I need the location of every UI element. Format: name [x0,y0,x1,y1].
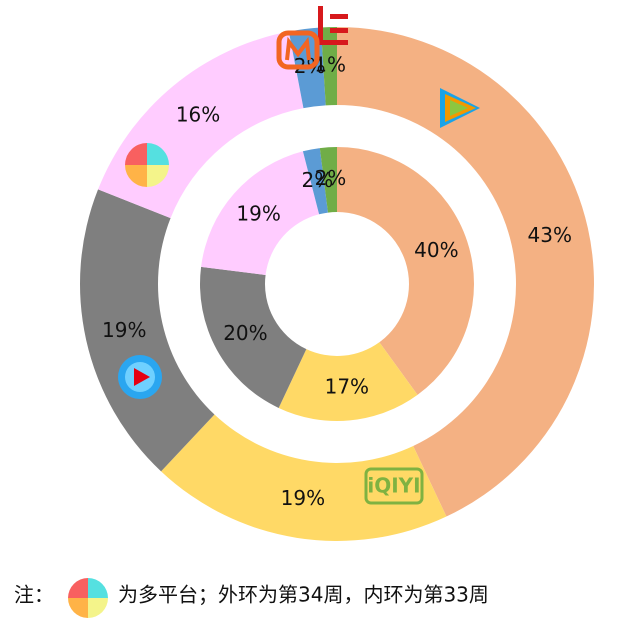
donut-slice [337,147,475,395]
labels: 43%19%19%16%2%1%40%17%20%19%2%2% [102,53,572,510]
logo-text: iQIYI [367,474,420,498]
note-icon [68,578,108,618]
rings [79,27,595,542]
iqiyi-logo: iQIYI [364,467,424,505]
data-label: 40% [414,238,458,262]
donut-slice [320,27,337,106]
data-label: 20% [223,321,267,345]
data-label: 19% [102,318,146,342]
youku-logo [118,355,162,399]
data-label: 2% [315,166,347,190]
note-text: 为多平台；外环为第34周，内环为第33周 [118,583,489,607]
data-label: 16% [176,103,220,127]
donut-slice [79,189,215,472]
tencent-video-logo [440,88,480,128]
data-label: 1% [314,53,346,77]
donut-slice [201,151,320,275]
donut-slice [200,266,307,408]
donut-slice [337,27,595,517]
data-label: 19% [236,201,280,225]
data-label: 43% [528,223,572,247]
data-label: 19% [281,486,325,510]
mango-logo [276,30,320,70]
letv-logo [318,6,348,45]
donut-slice [161,414,447,542]
donut-slice [319,147,337,213]
data-label: 2% [302,168,334,192]
donut-slice [302,148,328,215]
data-label: 17% [325,375,369,399]
donut-slice [278,342,418,421]
multi-platform-icon [125,143,169,187]
note-prefix: 注： [14,583,54,607]
